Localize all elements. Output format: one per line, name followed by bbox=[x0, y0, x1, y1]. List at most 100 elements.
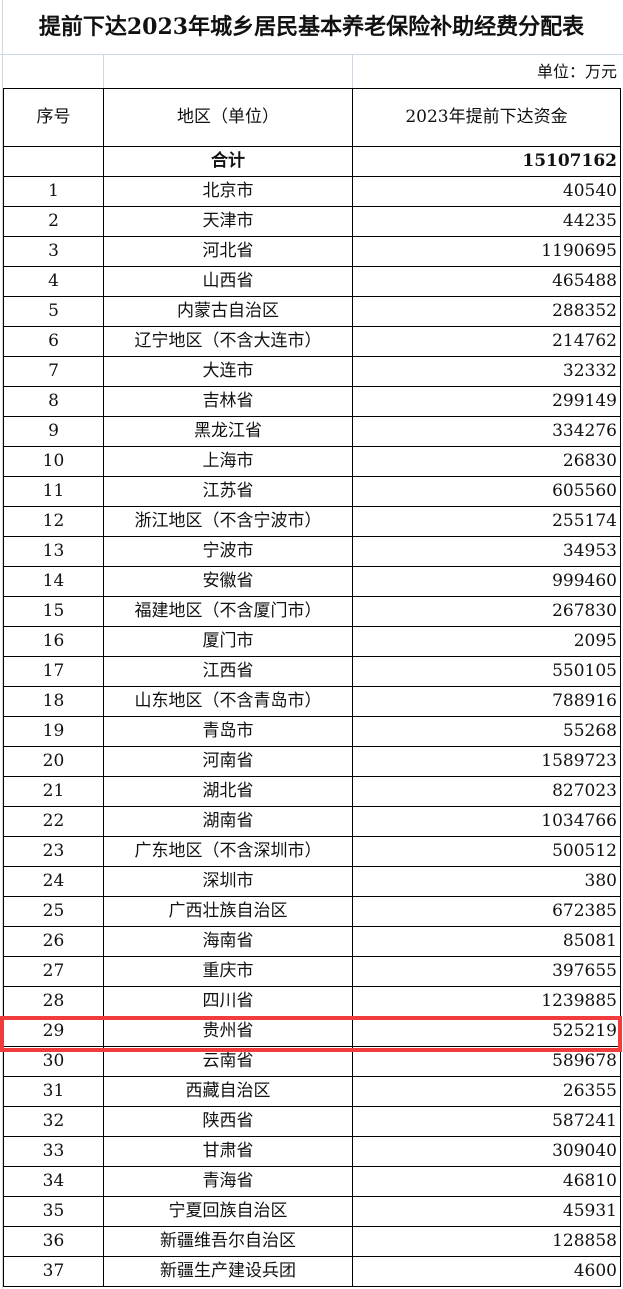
region-cell[interactable]: 上海市 bbox=[103, 446, 353, 477]
amount-cell[interactable]: 309040 bbox=[352, 1136, 621, 1167]
index-cell[interactable]: 32 bbox=[3, 1106, 104, 1137]
index-cell[interactable]: 22 bbox=[3, 806, 104, 837]
region-cell[interactable]: 陕西省 bbox=[103, 1106, 353, 1137]
region-cell[interactable]: 吉林省 bbox=[103, 386, 353, 417]
region-cell[interactable]: 西藏自治区 bbox=[103, 1076, 353, 1107]
region-cell[interactable]: 山东地区（不含青岛市） bbox=[103, 686, 353, 717]
index-cell[interactable]: 35 bbox=[3, 1196, 104, 1227]
amount-cell[interactable]: 2095 bbox=[352, 626, 621, 657]
amount-cell[interactable]: 46810 bbox=[352, 1166, 621, 1197]
amount-cell[interactable]: 214762 bbox=[352, 326, 621, 357]
region-cell[interactable]: 福建地区（不含厦门市） bbox=[103, 596, 353, 627]
amount-cell[interactable]: 334276 bbox=[352, 416, 621, 447]
index-cell[interactable]: 12 bbox=[3, 506, 104, 537]
index-cell[interactable]: 17 bbox=[3, 656, 104, 687]
region-cell[interactable]: 新疆维吾尔自治区 bbox=[103, 1226, 353, 1257]
region-cell[interactable]: 江西省 bbox=[103, 656, 353, 687]
amount-cell[interactable]: 55268 bbox=[352, 716, 621, 747]
region-cell[interactable]: 江苏省 bbox=[103, 476, 353, 507]
region-cell[interactable]: 贵州省 bbox=[103, 1016, 353, 1047]
total-label[interactable]: 合计 bbox=[103, 146, 353, 177]
amount-cell[interactable]: 1190695 bbox=[352, 236, 621, 267]
index-cell[interactable]: 2 bbox=[3, 206, 104, 237]
amount-cell[interactable]: 4600 bbox=[352, 1256, 621, 1287]
index-cell[interactable]: 18 bbox=[3, 686, 104, 717]
amount-cell[interactable]: 1589723 bbox=[352, 746, 621, 777]
amount-cell[interactable]: 45931 bbox=[352, 1196, 621, 1227]
amount-cell[interactable]: 44235 bbox=[352, 206, 621, 237]
total-index-cell[interactable] bbox=[3, 146, 104, 177]
index-cell[interactable]: 9 bbox=[3, 416, 104, 447]
index-cell[interactable]: 4 bbox=[3, 266, 104, 297]
region-cell[interactable]: 深圳市 bbox=[103, 866, 353, 897]
index-cell[interactable]: 14 bbox=[3, 566, 104, 597]
region-cell[interactable]: 大连市 bbox=[103, 356, 353, 387]
header-region[interactable]: 地区（单位） bbox=[103, 88, 353, 147]
amount-cell[interactable]: 85081 bbox=[352, 926, 621, 957]
amount-cell[interactable]: 380 bbox=[352, 866, 621, 897]
region-cell[interactable]: 山西省 bbox=[103, 266, 353, 297]
index-cell[interactable]: 20 bbox=[3, 746, 104, 777]
region-cell[interactable]: 安徽省 bbox=[103, 566, 353, 597]
amount-cell[interactable]: 500512 bbox=[352, 836, 621, 867]
index-cell[interactable]: 25 bbox=[3, 896, 104, 927]
index-cell[interactable]: 36 bbox=[3, 1226, 104, 1257]
index-cell[interactable]: 16 bbox=[3, 626, 104, 657]
index-cell[interactable]: 37 bbox=[3, 1256, 104, 1287]
amount-cell[interactable]: 255174 bbox=[352, 506, 621, 537]
index-cell[interactable]: 34 bbox=[3, 1166, 104, 1197]
index-cell[interactable]: 28 bbox=[3, 986, 104, 1017]
index-cell[interactable]: 27 bbox=[3, 956, 104, 987]
index-cell[interactable]: 30 bbox=[3, 1046, 104, 1077]
region-cell[interactable]: 青海省 bbox=[103, 1166, 353, 1197]
amount-cell[interactable]: 788916 bbox=[352, 686, 621, 717]
index-cell[interactable]: 31 bbox=[3, 1076, 104, 1107]
amount-cell[interactable]: 288352 bbox=[352, 296, 621, 327]
index-cell[interactable]: 1 bbox=[3, 176, 104, 207]
amount-cell[interactable]: 40540 bbox=[352, 176, 621, 207]
region-cell[interactable]: 黑龙江省 bbox=[103, 416, 353, 447]
amount-cell[interactable]: 267830 bbox=[352, 596, 621, 627]
amount-cell[interactable]: 605560 bbox=[352, 476, 621, 507]
index-cell[interactable]: 6 bbox=[3, 326, 104, 357]
index-cell[interactable]: 29 bbox=[3, 1016, 104, 1047]
region-cell[interactable]: 云南省 bbox=[103, 1046, 353, 1077]
amount-cell[interactable]: 299149 bbox=[352, 386, 621, 417]
region-cell[interactable]: 天津市 bbox=[103, 206, 353, 237]
index-cell[interactable]: 23 bbox=[3, 836, 104, 867]
index-cell[interactable]: 10 bbox=[3, 446, 104, 477]
amount-cell[interactable]: 550105 bbox=[352, 656, 621, 687]
region-cell[interactable]: 海南省 bbox=[103, 926, 353, 957]
region-cell[interactable]: 四川省 bbox=[103, 986, 353, 1017]
region-cell[interactable]: 广西壮族自治区 bbox=[103, 896, 353, 927]
amount-cell[interactable]: 587241 bbox=[352, 1106, 621, 1137]
index-cell[interactable]: 13 bbox=[3, 536, 104, 567]
region-cell[interactable]: 新疆生产建设兵团 bbox=[103, 1256, 353, 1287]
index-cell[interactable]: 26 bbox=[3, 926, 104, 957]
amount-cell[interactable]: 26355 bbox=[352, 1076, 621, 1107]
index-cell[interactable]: 5 bbox=[3, 296, 104, 327]
region-cell[interactable]: 宁夏回族自治区 bbox=[103, 1196, 353, 1227]
header-index[interactable]: 序号 bbox=[3, 88, 104, 147]
amount-cell[interactable]: 672385 bbox=[352, 896, 621, 927]
index-cell[interactable]: 33 bbox=[3, 1136, 104, 1167]
region-cell[interactable]: 甘肃省 bbox=[103, 1136, 353, 1167]
region-cell[interactable]: 辽宁地区（不含大连市） bbox=[103, 326, 353, 357]
region-cell[interactable]: 湖南省 bbox=[103, 806, 353, 837]
index-cell[interactable]: 11 bbox=[3, 476, 104, 507]
region-cell[interactable]: 湖北省 bbox=[103, 776, 353, 807]
region-cell[interactable]: 浙江地区（不含宁波市） bbox=[103, 506, 353, 537]
index-cell[interactable]: 8 bbox=[3, 386, 104, 417]
region-cell[interactable]: 河北省 bbox=[103, 236, 353, 267]
amount-cell[interactable]: 525219 bbox=[352, 1016, 621, 1047]
region-cell[interactable]: 宁波市 bbox=[103, 536, 353, 567]
region-cell[interactable]: 青岛市 bbox=[103, 716, 353, 747]
index-cell[interactable]: 21 bbox=[3, 776, 104, 807]
amount-cell[interactable]: 128858 bbox=[352, 1226, 621, 1257]
index-cell[interactable]: 24 bbox=[3, 866, 104, 897]
index-cell[interactable]: 19 bbox=[3, 716, 104, 747]
amount-cell[interactable]: 465488 bbox=[352, 266, 621, 297]
index-cell[interactable]: 15 bbox=[3, 596, 104, 627]
amount-cell[interactable]: 26830 bbox=[352, 446, 621, 477]
amount-cell[interactable]: 1034766 bbox=[352, 806, 621, 837]
